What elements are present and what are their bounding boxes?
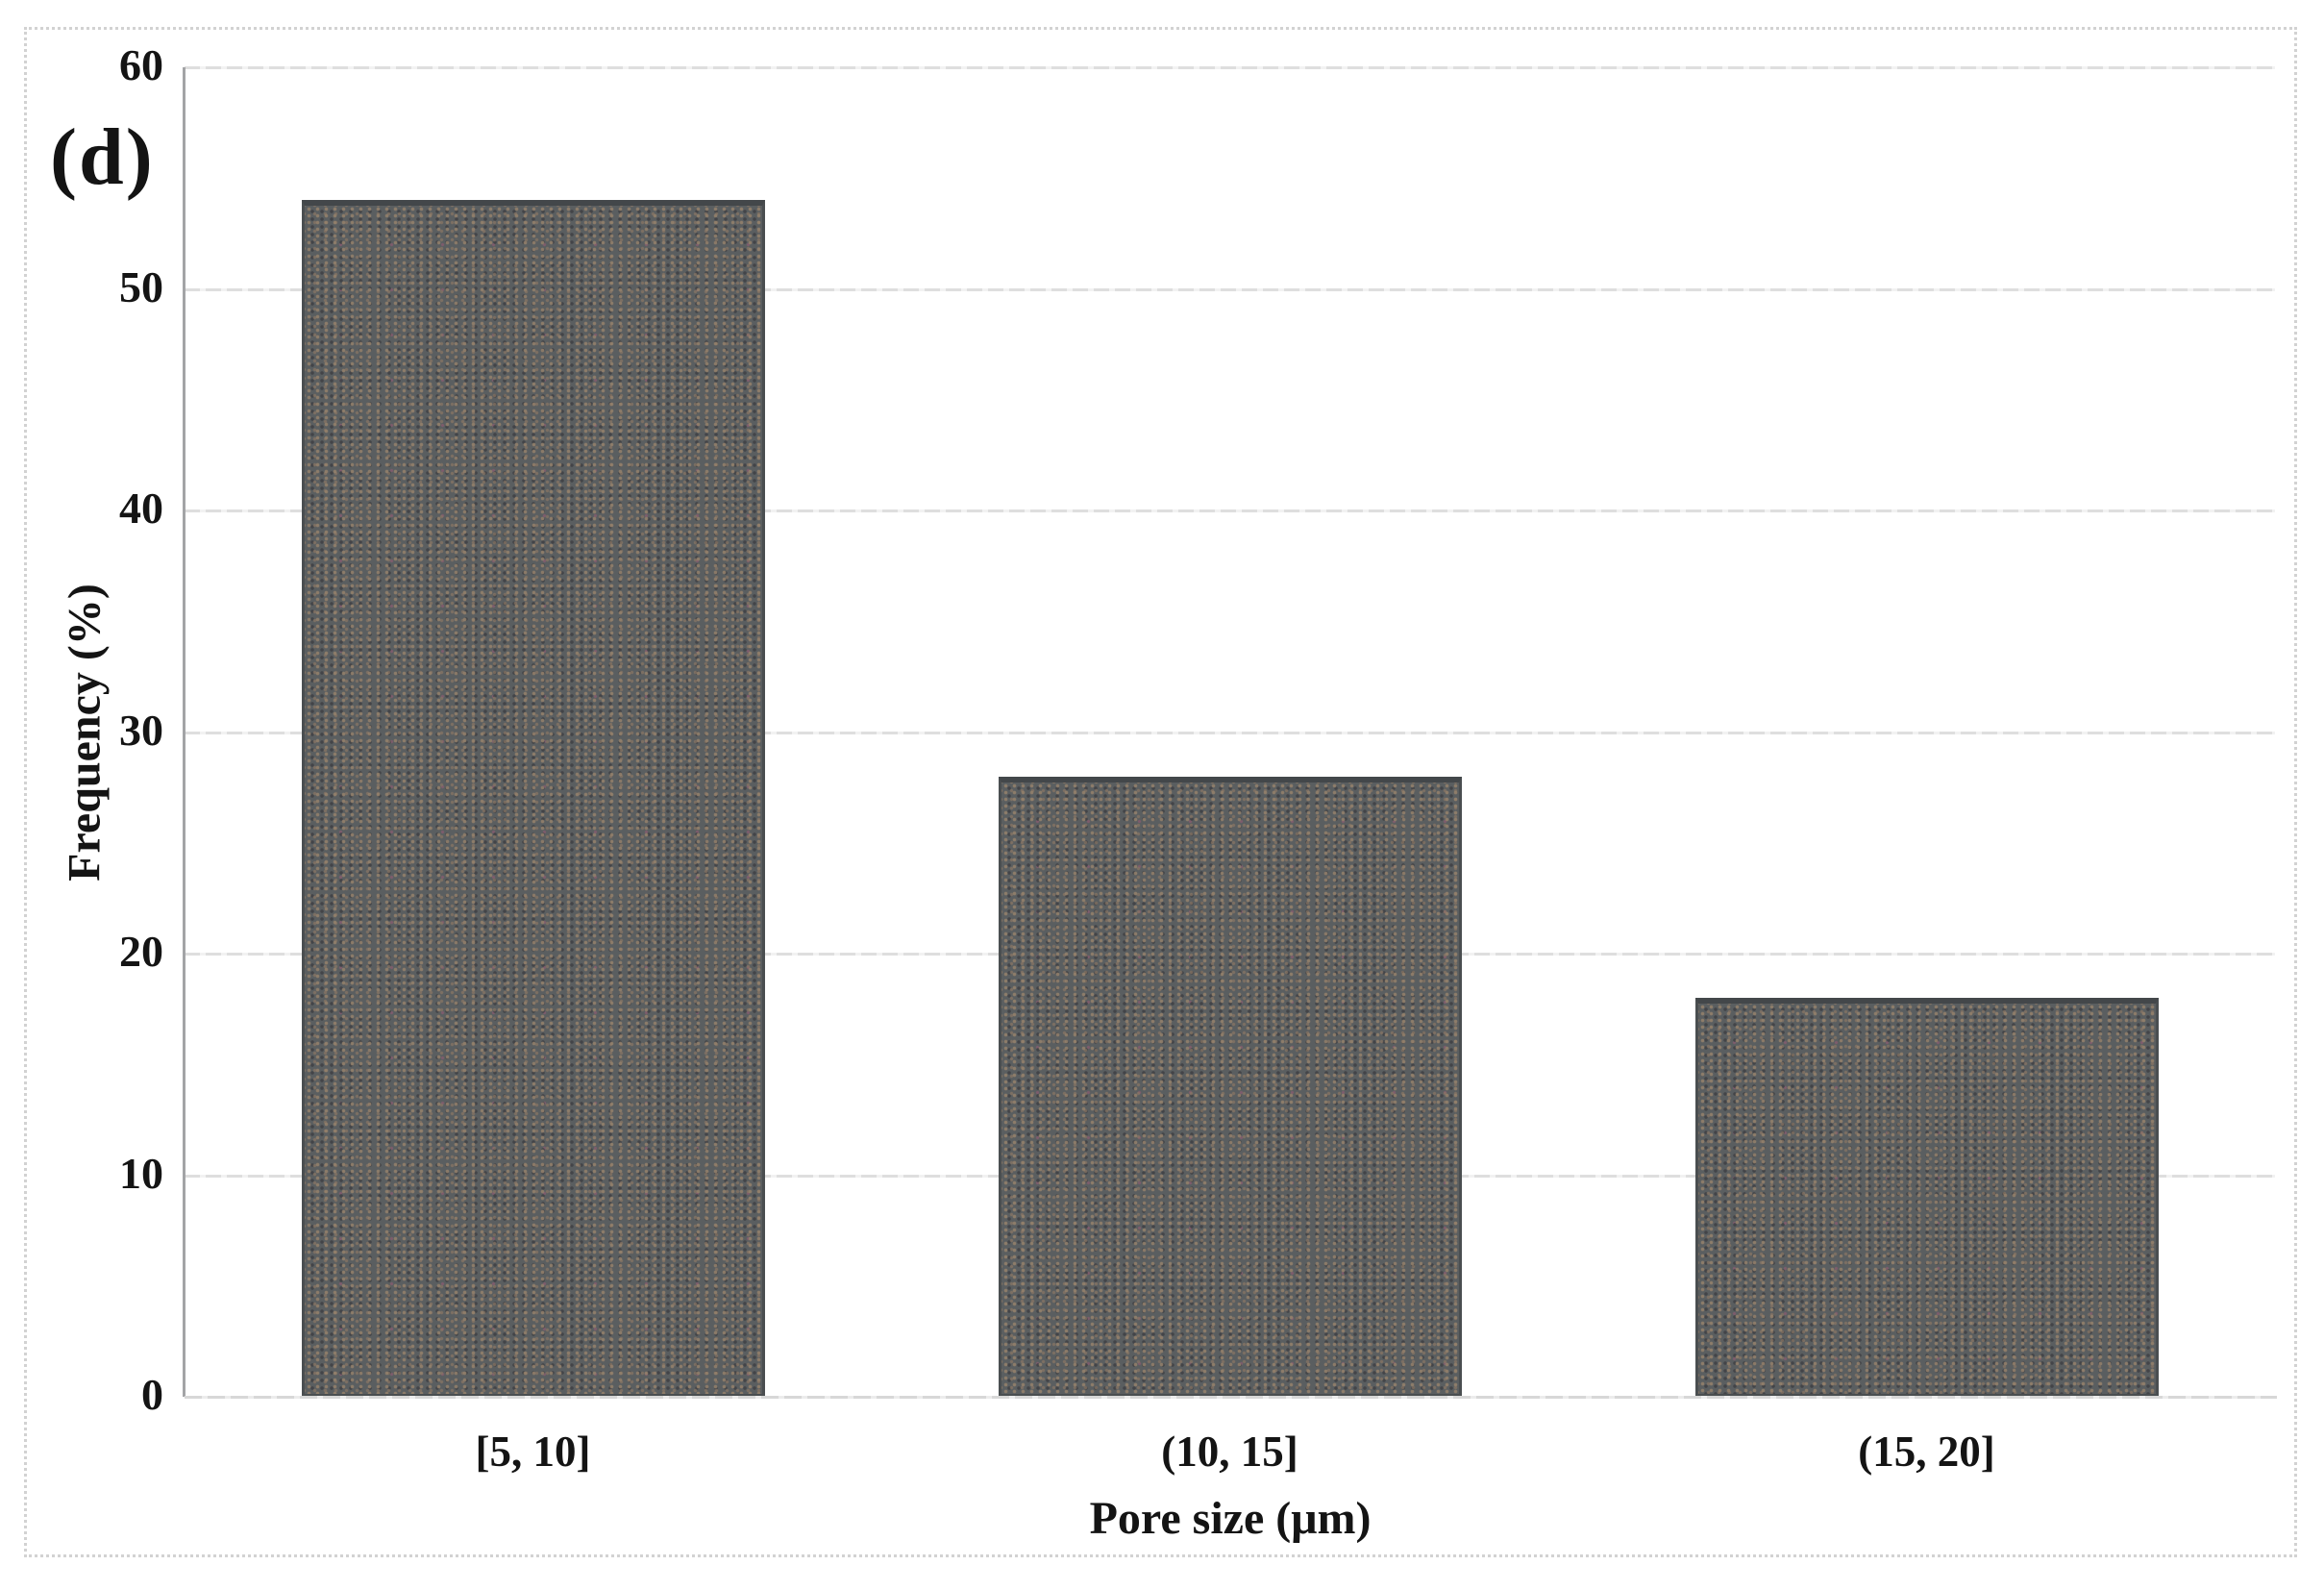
x-tick-label-(10, 15]: (10, 15] xyxy=(1161,1428,1298,1476)
figure-border xyxy=(24,27,2297,1557)
gridline-40 xyxy=(185,509,2275,512)
y-tick-label-60: 60 xyxy=(119,40,163,90)
x-tick-label-(15, 20]: (15, 20] xyxy=(1858,1428,1995,1476)
y-tick-label-30: 30 xyxy=(119,705,163,755)
y-tick-label-0: 0 xyxy=(141,1370,163,1420)
bar-(10, 15] xyxy=(998,776,1462,1397)
bar-[5, 10] xyxy=(301,200,765,1397)
x-tick-label-[5, 10]: [5, 10] xyxy=(475,1428,591,1476)
x-axis-title: Pore size (μm) xyxy=(1089,1493,1372,1544)
y-tick-label-40: 40 xyxy=(119,484,163,534)
y-tick-label-20: 20 xyxy=(119,927,163,977)
y-axis-line xyxy=(183,67,185,1397)
panel-label: (d) xyxy=(50,112,155,202)
x-axis-line xyxy=(185,1396,2277,1399)
gridline-50 xyxy=(185,287,2275,291)
y-tick-label-50: 50 xyxy=(119,261,163,311)
gridline-30 xyxy=(185,731,2275,734)
plot-area xyxy=(183,66,2277,1399)
gridline-60 xyxy=(185,66,2275,69)
y-tick-label-10: 10 xyxy=(119,1148,163,1198)
bar-(15, 20] xyxy=(1694,998,2159,1397)
